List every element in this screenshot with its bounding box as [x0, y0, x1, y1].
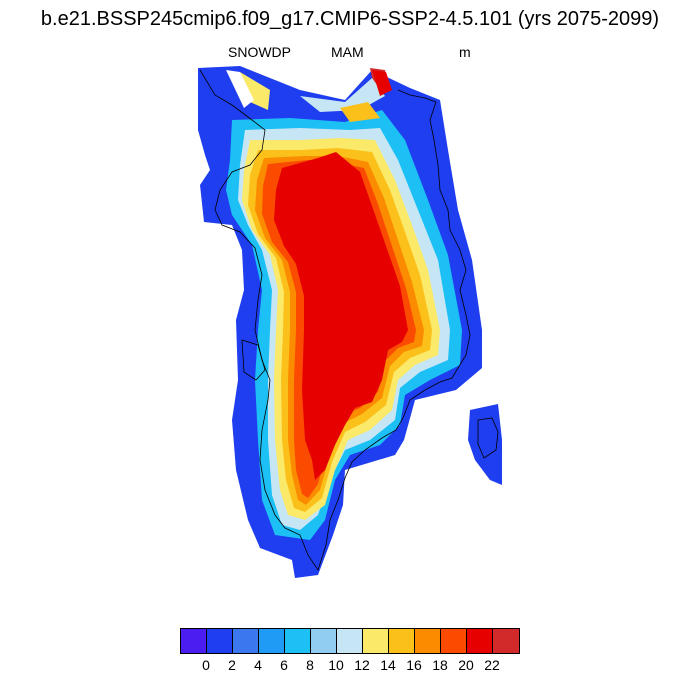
colorbar-swatch — [493, 629, 519, 653]
colorbar-tick-label: 18 — [432, 657, 448, 673]
north-band-red — [372, 70, 392, 96]
plot-title: b.e21.BSSP245cmip6.f09_g17.CMIP6-SSP2-4.… — [40, 8, 660, 30]
colorbar-tick-label: 0 — [202, 657, 210, 673]
colorbar-swatch — [467, 629, 493, 653]
colorbar-swatch — [311, 629, 337, 653]
colorbar-tick-label: 8 — [306, 657, 314, 673]
colorbar-swatch — [259, 629, 285, 653]
colorbar-tick-label: 22 — [484, 657, 500, 673]
coastline — [199, 69, 499, 571]
field-layer-rim-island — [468, 404, 502, 485]
colorbar-swatch — [337, 629, 363, 653]
colorbar-tick-label: 16 — [406, 657, 422, 673]
north-band-white — [226, 70, 254, 108]
variable-label: SNOWDP — [228, 44, 291, 60]
colorbar-tick-labels: 0 2 4 6 8 10 12 14 16 18 20 22 — [180, 657, 520, 677]
colorbar-swatch — [233, 629, 259, 653]
colorbar-tick-label: 6 — [280, 657, 288, 673]
colorbar-tick-label: 20 — [458, 657, 474, 673]
field-layer-core — [274, 152, 408, 480]
colorbar-swatch — [363, 629, 389, 653]
north-band-yellow — [240, 72, 270, 110]
colorbar-tick-label: 14 — [380, 657, 396, 673]
colorbar-tick-label: 12 — [354, 657, 370, 673]
colorbar-tick-label: 2 — [228, 657, 236, 673]
colorbar — [180, 628, 520, 654]
colorbar-swatch — [285, 629, 311, 653]
coastline-inlet — [241, 339, 266, 381]
greenland-snow-depth-map — [198, 66, 502, 578]
season-label: MAM — [331, 44, 364, 60]
colorbar-swatch — [181, 629, 207, 653]
map-north-bands — [226, 70, 392, 122]
colorbar-swatch — [441, 629, 467, 653]
map-field-layers — [198, 66, 502, 578]
colorbar-tick-label: 10 — [328, 657, 344, 673]
units-label: m — [459, 44, 471, 60]
north-band-amber — [340, 102, 380, 122]
colorbar-tick-label: 4 — [254, 657, 262, 673]
colorbar-swatch — [389, 629, 415, 653]
coastline-main — [199, 69, 471, 571]
colorbar-swatch — [207, 629, 233, 653]
colorbar-swatch — [415, 629, 441, 653]
coastline-island — [477, 417, 499, 459]
